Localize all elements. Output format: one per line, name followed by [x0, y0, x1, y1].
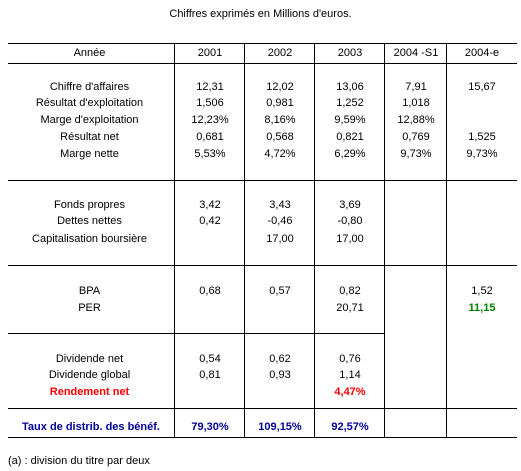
value-cell — [448, 113, 516, 127]
header-label: Année — [73, 47, 106, 59]
header-year: 2001 — [197, 47, 223, 59]
row-label: Résultat net — [60, 131, 119, 143]
value-cell: 9,59% — [334, 114, 366, 126]
value-cell: 15,67 — [468, 81, 496, 93]
value-cell: 0,81 — [199, 369, 221, 381]
value-cell: 3,42 — [199, 199, 221, 211]
value-cell: 0,82 — [339, 285, 361, 297]
value-cell: 0,62 — [269, 353, 291, 365]
value-cell: 12,23% — [191, 114, 229, 126]
value-cell: 12,31 — [196, 81, 224, 93]
value-cell: -0,80 — [337, 215, 363, 227]
value-cell: 3,43 — [269, 199, 291, 211]
value-cell: 0,821 — [336, 131, 364, 143]
rule-header — [8, 63, 517, 64]
row-label: Dividende net — [55, 353, 124, 365]
value-cell: 17,00 — [266, 233, 294, 245]
header-year: 2004 -S1 — [393, 47, 439, 59]
value-cell: 1,52 — [471, 285, 493, 297]
value-cell-highlight: 92,57% — [331, 421, 369, 433]
value-cell: 0,54 — [199, 353, 221, 365]
value-cell: 1,506 — [196, 97, 224, 109]
footnote: (a) : division du titre par deux — [8, 455, 150, 467]
row-label: Chiffre d'affaires — [49, 81, 130, 93]
value-cell: 20,71 — [336, 302, 364, 314]
row-label: Marge nette — [60, 148, 119, 160]
value-cell: 3,69 — [339, 199, 361, 211]
col-divider-1 — [174, 43, 175, 438]
col-divider-2 — [244, 43, 245, 438]
rule-section2 — [8, 265, 517, 266]
rule-section1 — [8, 180, 517, 181]
header-year: 2003 — [337, 47, 363, 59]
value-cell-highlight: 109,15% — [258, 421, 302, 433]
value-cell — [448, 96, 516, 110]
value-cell-highlight: 4,47% — [334, 386, 366, 398]
header-year: 2004-e — [464, 47, 500, 59]
value-cell: 12,88% — [397, 114, 435, 126]
col-divider-3 — [314, 43, 315, 438]
value-cell: 8,16% — [264, 114, 296, 126]
value-cell: 5,53% — [194, 148, 226, 160]
value-cell-highlight: 79,30% — [191, 421, 229, 433]
rule-section3-left — [8, 333, 384, 334]
value-cell: 7,91 — [405, 81, 427, 93]
row-label: Dividende global — [48, 369, 131, 381]
value-cell: 4,72% — [264, 148, 296, 160]
row-label: BPA — [78, 285, 101, 297]
col-divider-4 — [384, 43, 385, 438]
row-label: Capitalisation boursière — [32, 233, 147, 245]
value-cell: 1,14 — [339, 369, 361, 381]
table-caption: Chiffres exprimés en Millions d'euros. — [169, 8, 352, 20]
value-cell: -0,46 — [267, 215, 293, 227]
value-cell: 9,73% — [466, 148, 498, 160]
row-label-highlight: Taux de distrib. des bénéf. — [22, 421, 160, 433]
value-cell: 0,769 — [402, 131, 430, 143]
value-cell: 6,29% — [334, 148, 366, 160]
value-cell: 0,568 — [266, 131, 294, 143]
value-cell-highlight: 11,15 — [468, 302, 496, 314]
row-label: Marge d'exploitation — [40, 114, 139, 126]
header-year: 2002 — [267, 47, 293, 59]
value-cell: 17,00 — [336, 233, 364, 245]
value-cell: 0,57 — [269, 285, 291, 297]
rule-section4 — [8, 408, 517, 409]
row-label: Résultat d'exploitation — [35, 97, 144, 109]
value-cell: 12,02 — [266, 81, 294, 93]
value-cell: 1,525 — [468, 131, 496, 143]
row-label: PER — [78, 302, 101, 314]
value-cell: 1,252 — [336, 97, 364, 109]
value-cell: 0,68 — [199, 285, 221, 297]
rule-top — [8, 43, 517, 44]
col-divider-5 — [446, 43, 447, 438]
value-cell: 9,73% — [400, 148, 432, 160]
row-label: Fonds propres — [54, 199, 125, 211]
row-label-highlight: Rendement net — [49, 386, 130, 398]
value-cell: 0,93 — [269, 369, 291, 381]
value-cell: 0,76 — [339, 353, 361, 365]
value-cell: 1,018 — [402, 97, 430, 109]
row-label: Dettes nettes — [57, 215, 122, 227]
rule-bottom — [8, 437, 517, 438]
value-cell: 0,981 — [266, 97, 294, 109]
value-cell: 0,681 — [196, 131, 224, 143]
value-cell: 0,42 — [199, 215, 221, 227]
value-cell: 13,06 — [336, 81, 364, 93]
